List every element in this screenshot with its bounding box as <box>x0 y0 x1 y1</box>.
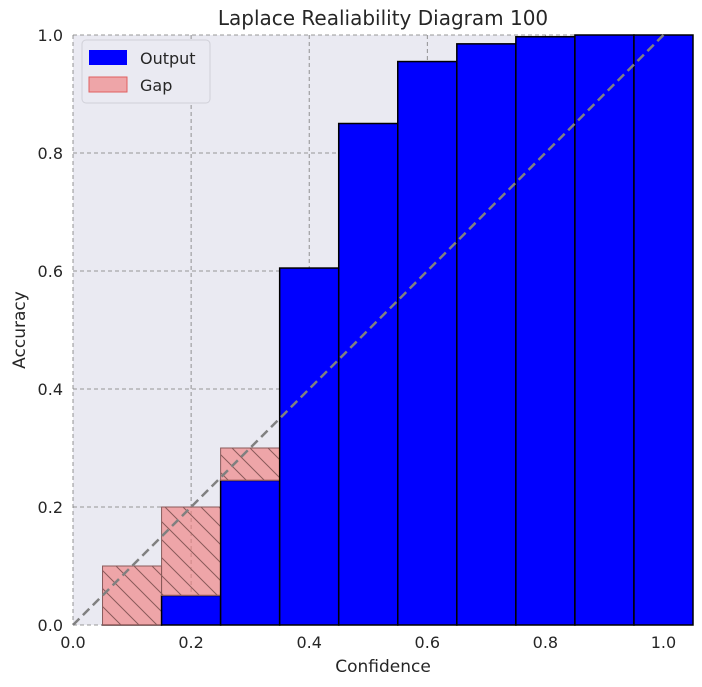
y-tick-label: 0.4 <box>38 380 63 399</box>
output-bar <box>397 60 458 626</box>
legend-label-gap: Gap <box>140 76 172 95</box>
output-bar <box>219 479 281 626</box>
output-bar <box>574 34 635 626</box>
output-bar <box>160 594 222 626</box>
gap-bar-hatch <box>102 566 162 625</box>
legend-label-output: Output <box>140 49 196 68</box>
x-tick-label: 0.4 <box>296 633 321 652</box>
output-bar <box>278 267 340 626</box>
x-tick-label: 1.0 <box>651 633 676 652</box>
output-bar <box>337 122 399 626</box>
y-axis-ticks: 0.0 0.2 0.4 0.6 0.8 1.0 <box>38 26 63 635</box>
output-bar <box>633 34 694 626</box>
x-tick-label: 0.6 <box>415 633 440 652</box>
legend-swatch-output <box>89 50 127 65</box>
y-tick-label: 0.0 <box>38 616 63 635</box>
y-tick-label: 0.8 <box>38 144 63 163</box>
gap-bar-hatch <box>161 507 221 596</box>
y-tick-label: 1.0 <box>38 26 63 45</box>
legend: Output Gap <box>81 39 211 104</box>
x-tick-label: 0.0 <box>60 633 85 652</box>
output-bar <box>456 43 517 626</box>
x-tick-label: 0.2 <box>178 633 203 652</box>
output-bar <box>515 36 576 626</box>
x-tick-label: 0.8 <box>533 633 558 652</box>
chart-title: Laplace Realiability Diagram 100 <box>218 6 548 30</box>
legend-swatch-gap <box>88 76 128 93</box>
gap-bar-hatch <box>220 448 280 481</box>
y-tick-label: 0.2 <box>38 498 63 517</box>
bars-layer <box>101 34 694 626</box>
x-axis-ticks: 0.0 0.2 0.4 0.6 0.8 1.0 <box>60 633 676 652</box>
y-axis-label: Accuracy <box>10 291 30 369</box>
y-tick-label: 0.6 <box>38 262 63 281</box>
x-axis-label: Confidence <box>335 657 431 677</box>
